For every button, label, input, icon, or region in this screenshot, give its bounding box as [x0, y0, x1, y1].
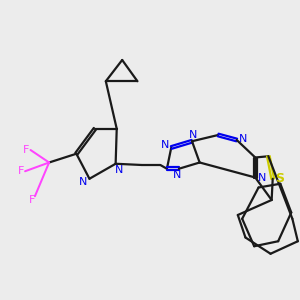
Text: N: N	[115, 165, 123, 175]
Text: N: N	[173, 170, 182, 180]
Text: N: N	[79, 177, 88, 187]
Text: N: N	[239, 134, 248, 143]
Text: N: N	[189, 130, 197, 140]
Text: N: N	[258, 173, 266, 183]
Text: F: F	[29, 196, 35, 206]
Text: N: N	[160, 140, 169, 150]
Text: F: F	[17, 166, 24, 176]
Text: S: S	[275, 172, 284, 185]
Text: F: F	[23, 145, 29, 155]
